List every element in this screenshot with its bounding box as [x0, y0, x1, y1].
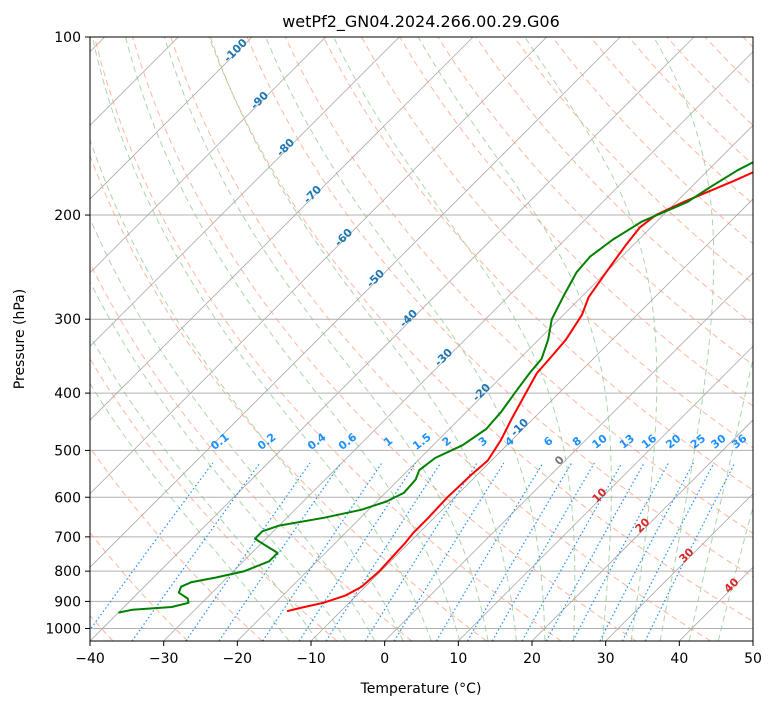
x-tick-label: 40 — [670, 651, 688, 667]
isotherm-line — [384, 272, 753, 641]
mixing-ratio-line — [521, 462, 623, 641]
isotherm-line — [605, 493, 753, 641]
isotherm-line — [90, 37, 547, 495]
moist-adiabat-line — [209, 37, 517, 641]
isotherm-line — [163, 51, 753, 641]
dry-adiabat-line — [90, 357, 338, 641]
x-tick-label: −40 — [75, 651, 105, 667]
dry-adiabat-line — [246, 37, 753, 578]
mixing-ratio-line — [491, 462, 595, 641]
mixing-ratio-line — [90, 462, 214, 631]
x-tick-label: 10 — [449, 651, 467, 667]
dry-adiabat-line — [284, 37, 753, 534]
isotherm-line — [458, 345, 753, 641]
mixing-ratio-line — [545, 462, 645, 641]
y-axis-title: Pressure (hPa) — [12, 289, 28, 389]
mixing-ratio-line — [599, 462, 694, 641]
y-tick-label: 900 — [54, 594, 81, 610]
sounding-curves — [118, 161, 753, 614]
dry-adiabat-line — [322, 37, 753, 491]
mixing-ratio-line — [393, 462, 505, 641]
x-tick-label: 30 — [597, 651, 615, 667]
isotherm-line — [90, 37, 253, 200]
mixing-ratio-line — [298, 462, 417, 641]
background-lines — [90, 37, 753, 641]
moist-adiabat-line — [125, 37, 461, 641]
isotherm-line — [90, 37, 695, 641]
dewpoint-profile-line — [118, 161, 753, 614]
mixing-ratio-line — [572, 462, 670, 641]
mixing-ratio-line — [644, 462, 736, 641]
isotherm-line — [90, 37, 474, 421]
x-tick-label: 0 — [380, 651, 389, 667]
isotherm-line — [531, 419, 753, 641]
isotherm-line — [90, 37, 400, 347]
mixing-ratio-line — [621, 462, 715, 641]
dry-adiabat-line — [90, 446, 263, 641]
moist-adiabat-line — [653, 37, 715, 641]
axes: −40 −30 −20 −10 0 10 20 30 40 50 1000 900 800 700 600 5… — [45, 30, 762, 667]
moist-adiabat-line — [163, 37, 489, 641]
moist-adiabat-line — [688, 355, 753, 641]
isotherm-line — [90, 37, 621, 568]
mixing-ratio-line — [364, 462, 478, 641]
temperature-profile-line — [286, 171, 753, 613]
y-tick-label: 800 — [54, 564, 81, 580]
x-tick-label: 20 — [523, 651, 541, 667]
y-tick-label: 300 — [54, 312, 81, 328]
plot-background — [90, 37, 753, 641]
isotherm-line — [90, 37, 326, 274]
mixing-ratio-line — [131, 462, 261, 641]
dry-adiabat-line — [170, 37, 711, 641]
y-tick-label: 400 — [54, 386, 81, 402]
moist-adiabat-line — [717, 505, 753, 641]
y-tick-label: 600 — [54, 490, 81, 506]
dry-adiabat-line — [94, 37, 562, 641]
dry-adiabat-line — [513, 37, 753, 285]
moist-adiabat-line — [90, 382, 290, 641]
y-tick-label: 1000 — [45, 621, 81, 637]
y-tick-label: 500 — [54, 443, 81, 459]
x-axis-title: Temperature (°C) — [360, 681, 482, 697]
mixing-ratio-line — [262, 462, 383, 641]
y-tick-label: 100 — [54, 30, 81, 46]
y-tick-label: 200 — [54, 208, 81, 224]
moist-adiabat-line — [91, 37, 432, 641]
moist-adiabat-line — [417, 37, 612, 641]
dry-adiabat-line — [90, 262, 413, 641]
mixing-ratio-line — [325, 462, 442, 641]
isotherm-line — [752, 640, 753, 641]
moist-adiabat-line — [90, 334, 319, 641]
x-tick-label: −10 — [296, 651, 326, 667]
moist-adiabat-line — [90, 280, 347, 641]
x-tick-label: 50 — [744, 651, 762, 667]
moist-adiabat-line — [524, 37, 658, 641]
moist-adiabat-line — [90, 217, 376, 641]
isotherm-line — [237, 124, 753, 641]
dry-adiabat-line — [208, 37, 753, 623]
moist-adiabat-line — [265, 37, 546, 641]
plot-frame — [89, 36, 754, 642]
y-tick-label: 700 — [54, 530, 81, 546]
x-tick-label: −20 — [223, 651, 253, 667]
chart-title: wetPf2_GN04.2024.266.00.29.G06 — [282, 12, 560, 32]
x-tick-label: −30 — [149, 651, 179, 667]
